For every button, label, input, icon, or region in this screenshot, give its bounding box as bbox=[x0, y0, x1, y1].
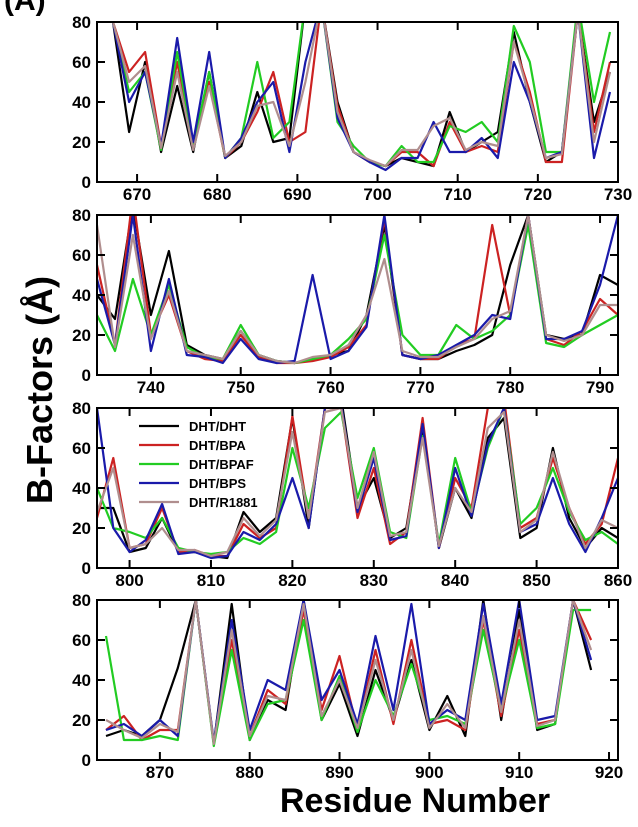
x-tick-label: 690 bbox=[283, 185, 311, 204]
x-tick-label: 740 bbox=[137, 378, 165, 397]
series-line bbox=[111, 22, 612, 168]
legend-label: DHT/BPAF bbox=[189, 457, 254, 472]
y-tick-label: 60 bbox=[72, 439, 91, 458]
x-tick-label: 780 bbox=[496, 378, 524, 397]
y-tick-label: 0 bbox=[82, 173, 91, 192]
series-line bbox=[111, 22, 612, 172]
series-line bbox=[97, 215, 618, 365]
x-tick-label: 880 bbox=[236, 763, 264, 782]
y-tick-label: 40 bbox=[72, 671, 91, 690]
series-line bbox=[97, 408, 618, 558]
x-tick-label: 900 bbox=[415, 763, 443, 782]
y-tick-label: 0 bbox=[82, 366, 91, 385]
x-axis-label: Residue Number bbox=[280, 782, 550, 820]
y-tick-label: 20 bbox=[72, 519, 91, 538]
y-tick-label: 80 bbox=[72, 13, 91, 32]
x-tick-label: 840 bbox=[441, 571, 469, 590]
legend-label: DHT/R1881 bbox=[189, 495, 258, 510]
x-tick-label: 850 bbox=[522, 571, 550, 590]
y-tick-label: 0 bbox=[82, 751, 91, 770]
x-tick-label: 810 bbox=[197, 571, 225, 590]
legend-label: DHT/DHT bbox=[189, 419, 246, 434]
x-tick-label: 890 bbox=[325, 763, 353, 782]
panel-label: (A) bbox=[4, 0, 46, 17]
x-tick-label: 870 bbox=[146, 763, 174, 782]
x-tick-label: 820 bbox=[278, 571, 306, 590]
y-tick-label: 40 bbox=[72, 479, 91, 498]
series-line bbox=[105, 600, 593, 746]
series-line bbox=[111, 22, 612, 168]
y-axis-label: B-Factors (Å) bbox=[19, 276, 60, 504]
x-tick-label: 710 bbox=[444, 185, 472, 204]
x-tick-label: 700 bbox=[363, 185, 391, 204]
series-line bbox=[97, 408, 618, 560]
y-tick-label: 20 bbox=[72, 711, 91, 730]
x-tick-label: 790 bbox=[586, 378, 614, 397]
series-line bbox=[97, 408, 618, 560]
y-tick-label: 0 bbox=[82, 559, 91, 578]
y-tick-label: 20 bbox=[72, 133, 91, 152]
x-tick-label: 830 bbox=[360, 571, 388, 590]
y-tick-label: 80 bbox=[72, 206, 91, 225]
x-tick-label: 910 bbox=[505, 763, 533, 782]
y-tick-label: 60 bbox=[72, 53, 91, 72]
y-tick-label: 60 bbox=[72, 246, 91, 265]
series-line bbox=[97, 408, 618, 556]
x-tick-label: 920 bbox=[595, 763, 623, 782]
series-line bbox=[111, 22, 612, 168]
y-tick-label: 80 bbox=[72, 399, 91, 418]
x-tick-label: 680 bbox=[203, 185, 231, 204]
legend-label: DHT/BPS bbox=[189, 476, 246, 491]
plot-area bbox=[97, 408, 618, 560]
x-tick-label: 860 bbox=[604, 571, 632, 590]
x-tick-label: 670 bbox=[123, 185, 151, 204]
x-tick-label: 720 bbox=[524, 185, 552, 204]
y-tick-label: 60 bbox=[72, 631, 91, 650]
x-tick-label: 800 bbox=[115, 571, 143, 590]
plot-area bbox=[111, 22, 612, 172]
x-tick-label: 730 bbox=[604, 185, 632, 204]
series-line bbox=[111, 22, 612, 168]
series-line bbox=[97, 408, 618, 558]
y-tick-label: 20 bbox=[72, 326, 91, 345]
x-tick-label: 750 bbox=[227, 378, 255, 397]
y-tick-label: 40 bbox=[72, 93, 91, 112]
legend-label: DHT/BPA bbox=[189, 438, 246, 453]
y-tick-label: 80 bbox=[72, 591, 91, 610]
x-tick-label: 760 bbox=[316, 378, 344, 397]
plot-area bbox=[97, 215, 618, 365]
x-tick-label: 770 bbox=[406, 378, 434, 397]
y-tick-label: 40 bbox=[72, 286, 91, 305]
plot-area bbox=[104, 600, 593, 748]
